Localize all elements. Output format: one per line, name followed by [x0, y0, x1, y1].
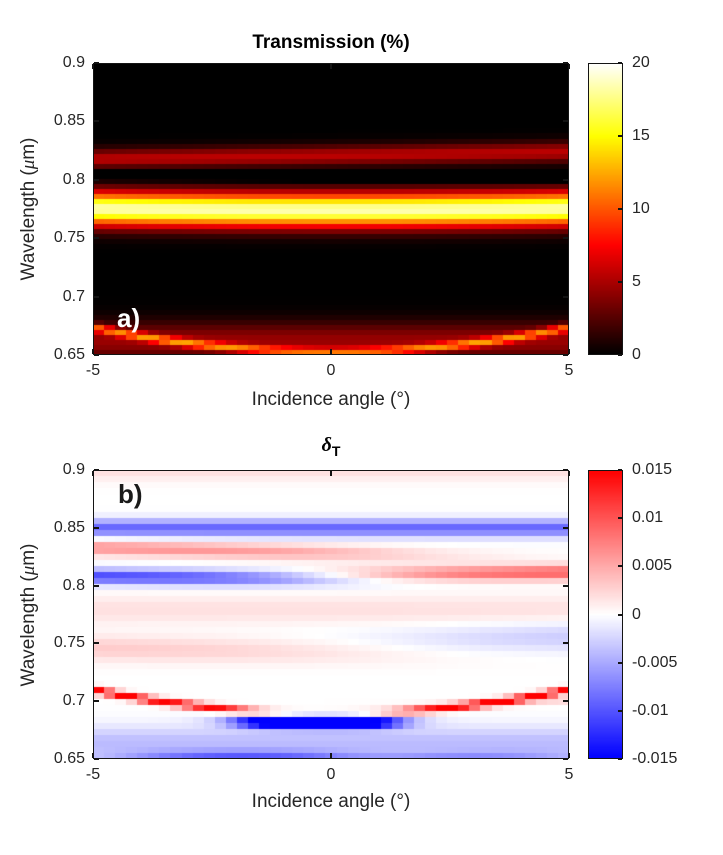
colorbar-tick-mark [618, 565, 622, 567]
colorbar-tick-label: -0.005 [632, 653, 678, 671]
y-tick-mark [563, 469, 568, 471]
x-tick-mark [330, 349, 332, 354]
y-tick-label: 0.7 [62, 692, 85, 710]
y-tick-label: 0.8 [62, 170, 85, 188]
colorbar-tick-label: 0 [632, 605, 641, 623]
y-tick-mark [563, 62, 568, 64]
y-tick-mark [563, 354, 568, 356]
heatmap-b [93, 470, 569, 759]
delta-symbol: δ [321, 434, 332, 456]
y-tick-mark [563, 296, 568, 298]
y-tick-label: 0.65 [53, 346, 85, 363]
x-tick-label: -5 [85, 362, 101, 379]
colorbar-tick-label: 0.01 [632, 509, 664, 527]
colorbar-tick-label: 15 [632, 127, 650, 144]
x-axis-label-a: Incidence angle (°) [251, 389, 411, 410]
y-tick-mark [563, 179, 568, 181]
panel-a-title: Transmission (%) [252, 32, 410, 53]
x-tick-mark [568, 64, 570, 69]
y-tick-mark [563, 120, 568, 122]
colorbar-tick-label: -0.015 [632, 750, 678, 767]
colorbar-tick-mark [618, 614, 622, 616]
colorbar-tick-mark [618, 62, 622, 64]
x-tick-label: 0 [326, 362, 336, 379]
y-tick-mark [563, 758, 568, 760]
y-tick-mark [94, 354, 99, 356]
y-tick-mark [563, 700, 568, 702]
y-tick-mark [563, 237, 568, 239]
x-tick-mark [568, 471, 570, 476]
y-tick-label: 0.85 [53, 518, 85, 536]
y-tick-mark [94, 120, 99, 122]
colorbar-tick-mark [618, 662, 622, 664]
x-tick-label: 5 [564, 766, 574, 783]
y-tick-mark [94, 469, 99, 471]
heatmap-a [93, 63, 569, 355]
colorbar-tick-label: -0.01 [632, 701, 669, 719]
colorbar-tick-label: 5 [632, 273, 641, 290]
y-tick-mark [94, 527, 99, 529]
x-tick-label: 0 [326, 766, 336, 783]
y-tick-label: 0.85 [53, 112, 85, 130]
colorbar-tick-mark [618, 517, 622, 519]
delta-subscript: T [331, 442, 341, 459]
x-tick-mark [92, 471, 94, 476]
x-tick-mark [92, 349, 94, 354]
colorbar-a [588, 63, 623, 355]
colorbar-tick-mark [618, 710, 622, 712]
x-axis-label-b: Incidence angle (°) [251, 791, 411, 812]
panel-b-title: δT [93, 434, 569, 459]
panel-b-letter: b) [118, 479, 143, 509]
x-tick-mark [568, 349, 570, 354]
y-tick-label: 0.7 [62, 287, 85, 305]
x-tick-mark [330, 471, 332, 476]
y-tick-mark [94, 585, 99, 587]
y-tick-mark [94, 758, 99, 760]
colorbar-tick-label: 0.015 [632, 461, 673, 478]
colorbar-tick-label: 0.005 [632, 557, 673, 575]
y-tick-label: 0.75 [53, 634, 85, 652]
x-tick-mark [92, 753, 94, 758]
colorbar-b [588, 470, 623, 759]
x-tick-mark [330, 753, 332, 758]
y-tick-mark [94, 179, 99, 181]
y-tick-mark [563, 642, 568, 644]
y-tick-mark [94, 700, 99, 702]
x-tick-mark [330, 64, 332, 69]
x-tick-mark [568, 753, 570, 758]
colorbar-tick-mark [618, 354, 622, 356]
y-tick-mark [94, 642, 99, 644]
colorbar-tick-label: 0 [632, 346, 641, 363]
colorbar-tick-label: 20 [632, 54, 650, 71]
y-tick-label: 0.65 [53, 750, 85, 767]
y-tick-mark [563, 585, 568, 587]
colorbar-tick-mark [618, 469, 622, 471]
y-tick-label: 0.8 [62, 576, 85, 594]
colorbar-tick-label: 10 [632, 200, 650, 217]
mu-symbol-a: μ [18, 159, 39, 170]
colorbar-tick-mark [618, 208, 622, 210]
y-tick-mark [94, 237, 99, 239]
y-tick-label: 0.9 [62, 54, 85, 71]
x-tick-mark [92, 64, 94, 69]
colorbar-tick-mark [618, 135, 622, 137]
y-tick-label: 0.9 [62, 461, 85, 478]
x-tick-label: -5 [85, 766, 101, 783]
y-tick-mark [94, 296, 99, 298]
y-tick-mark [94, 62, 99, 64]
x-tick-label: 5 [564, 362, 574, 379]
colorbar-tick-mark [618, 758, 622, 760]
y-tick-mark [563, 527, 568, 529]
panel-a-letter: a) [117, 303, 141, 333]
colorbar-tick-mark [618, 281, 622, 283]
y-tick-label: 0.75 [53, 229, 85, 247]
mu-symbol-b: μ [18, 565, 39, 575]
